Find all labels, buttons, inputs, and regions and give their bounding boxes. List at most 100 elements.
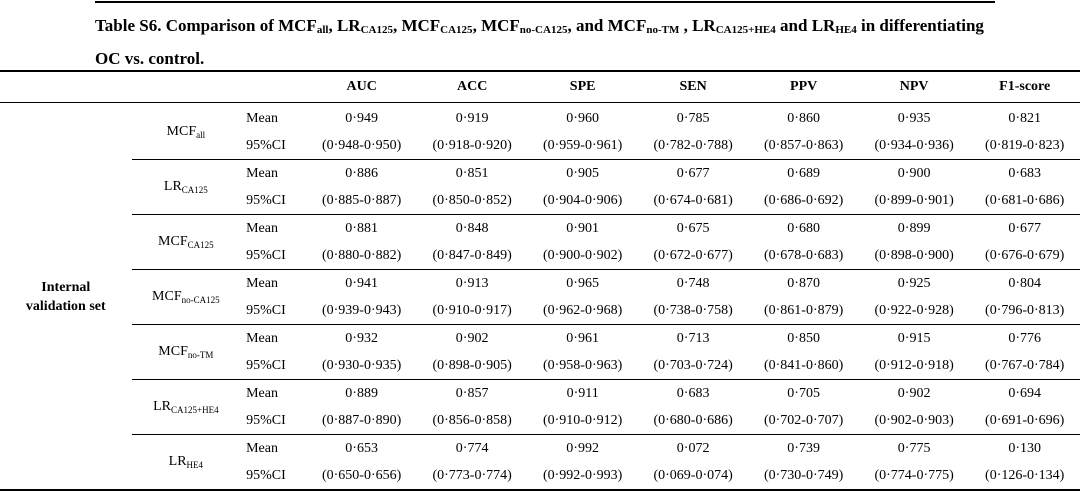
caption-suffix: in differentiating: [856, 16, 984, 35]
ci-value: (0·992-0·993): [527, 462, 638, 491]
ci-value: (0·767-0·784): [969, 352, 1080, 380]
ci-value: (0·898-0·900): [858, 242, 970, 270]
header-acc: ACC: [456, 79, 488, 94]
ci-value: (0·910-0·917): [416, 297, 528, 325]
model-name-subscript: no-CA125: [181, 295, 220, 305]
caption-term-base: MCF: [401, 16, 441, 35]
caption-term-subscript: no-CA125: [519, 24, 568, 36]
caption-line-2: OC vs. control.: [95, 49, 205, 68]
caption-separator: ,: [392, 16, 402, 35]
model-name: LRCA125: [131, 159, 241, 215]
table-row: 95%CI (0·939-0·943) (0·910-0·917) (0·962-0·…: [0, 297, 1080, 325]
mean-value: 0·851: [455, 165, 489, 181]
ci-value: (0·126-0·134): [969, 462, 1080, 491]
mean-value: 0·913: [455, 275, 489, 291]
ci-value: (0·691-0·696): [969, 407, 1080, 435]
mean-value: 0·774: [455, 440, 489, 456]
mean-value: 0·949: [345, 110, 378, 126]
mean-value: 0·683: [676, 385, 710, 401]
header-blank-set: [0, 71, 132, 103]
mean-value: 0·804: [1008, 275, 1042, 291]
mean-value: 0·675: [676, 220, 710, 236]
stat-label: Mean: [246, 110, 278, 126]
ci-value: (0·782-0·788): [637, 132, 749, 160]
mean-value: 0·889: [345, 385, 378, 401]
stat-label: Mean: [246, 165, 278, 181]
ci-value: (0·962-0·968): [527, 297, 638, 325]
ci-value: (0·730-0·749): [748, 462, 859, 491]
model-name-subscript: CA125: [181, 185, 208, 195]
model-name: MCFno-CA125: [131, 269, 241, 325]
stat-label: 95%CI: [240, 462, 307, 491]
mean-value: 0·902: [897, 385, 931, 401]
model-name-subscript: no-TM: [187, 350, 214, 360]
caption-separator: ,: [679, 16, 693, 35]
model-name-subscript: CA125: [187, 240, 214, 250]
model-name-base: LR: [168, 454, 187, 469]
model-name-base: LR: [163, 179, 182, 194]
ci-value: (0·819-0·823): [969, 132, 1080, 160]
ci-value: (0·702-0·707): [748, 407, 859, 435]
ci-value: (0·796-0·813): [969, 297, 1080, 325]
mean-value: 0·899: [897, 220, 931, 236]
ci-value: (0·703-0·724): [637, 352, 749, 380]
ci-value: (0·774-0·775): [858, 462, 970, 491]
caption-term-base: LR: [692, 16, 716, 35]
caption-term-subscript: all: [316, 24, 329, 36]
mean-value: 0·705: [787, 385, 820, 401]
caption-separator: ,: [328, 16, 337, 35]
ci-value: (0·959-0·961): [527, 132, 638, 160]
caption-line-1: Table S6. Comparison of MCFall, LRCA125,…: [95, 9, 1075, 42]
ci-value: (0·857-0·863): [748, 132, 859, 160]
ci-value: (0·880-0·882): [306, 242, 417, 270]
ci-value: (0·887-0·890): [306, 407, 417, 435]
mean-value: 0·932: [345, 330, 378, 346]
ci-value: (0·850-0·852): [416, 187, 528, 215]
table-row: LRCA125+HE4 Mean 0·889 0·857 0·911 0·683 0·705…: [0, 379, 1080, 435]
mean-value: 0·677: [1008, 220, 1042, 236]
table-row: 95%CI (0·930-0·935) (0·898-0·905) (0·958-0·…: [0, 352, 1080, 380]
mean-value: 0·683: [1008, 165, 1042, 181]
stat-label: Mean: [246, 330, 278, 346]
mean-value: 0·886: [345, 165, 378, 181]
mean-value: 0·713: [676, 330, 710, 346]
table-caption: Table S6. Comparison of MCFall, LRCA125,…: [95, 9, 1075, 75]
ci-value: (0·939-0·943): [306, 297, 417, 325]
results-table: AUC ACC SPE SEN PPV NPV F1-score Internal valid…: [0, 70, 1080, 491]
ci-value: (0·674-0·681): [637, 187, 749, 215]
mean-value: 0·901: [566, 220, 599, 236]
ci-value: (0·918-0·920): [416, 132, 528, 160]
caption-term-subscript: HE4: [835, 24, 857, 36]
mean-value: 0·941: [345, 275, 378, 291]
table-row: MCFCA125 Mean 0·881 0·848 0·901 0·675 0·680 0·8…: [0, 214, 1080, 270]
ci-value: (0·676-0·679): [969, 242, 1080, 270]
mean-value: 0·689: [787, 165, 820, 181]
stat-label: 95%CI: [240, 132, 307, 160]
table-row: MCFno-TM Mean 0·932 0·902 0·961 0·713 0·850 0·9…: [0, 324, 1080, 380]
ci-value: (0·672-0·677): [637, 242, 749, 270]
model-name: MCFCA125: [131, 214, 241, 270]
ci-value: (0·773-0·774): [416, 462, 528, 491]
ci-value: (0·856-0·858): [416, 407, 528, 435]
results-table-container: AUC ACC SPE SEN PPV NPV F1-score Internal valid…: [0, 70, 1080, 491]
caption-term-base: LR: [336, 16, 361, 35]
ci-value: (0·912-0·918): [858, 352, 970, 380]
table-row: LRCA125 Mean 0·886 0·851 0·905 0·677 0·689 0·90…: [0, 159, 1080, 215]
table-row: Internal validation set MCFall Mean 0·949 0·9…: [0, 102, 1080, 491]
stat-label: 95%CI: [240, 407, 307, 435]
table-row: 95%CI (0·948-0·950) (0·918-0·920) (0·959-0·…: [0, 132, 1080, 160]
ci-value: (0·680-0·686): [637, 407, 749, 435]
stat-label: 95%CI: [240, 352, 307, 380]
stat-label: 95%CI: [240, 242, 307, 270]
ci-value: (0·900-0·902): [527, 242, 638, 270]
stat-label: Mean: [246, 385, 278, 401]
ci-value: (0·948-0·950): [306, 132, 417, 160]
ci-value: (0·910-0·912): [527, 407, 638, 435]
caption-term-subscript: CA125: [440, 24, 473, 36]
mean-value: 0·870: [787, 275, 820, 291]
model-name-base: LR: [153, 399, 171, 414]
ci-value: (0·681-0·686): [969, 187, 1080, 215]
ci-value: (0·958-0·963): [527, 352, 638, 380]
mean-value: 0·961: [566, 330, 599, 346]
model-name: MCFall: [131, 102, 241, 160]
